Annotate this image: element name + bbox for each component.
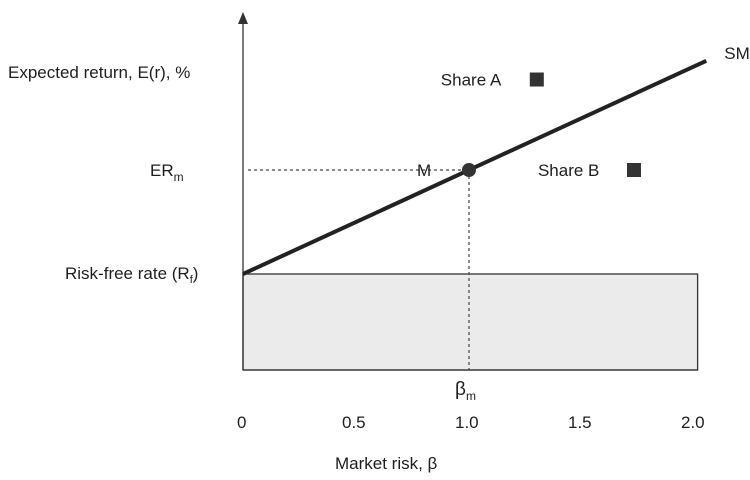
- x-tick-label: 2.0: [681, 413, 705, 432]
- risk-free-label-tail: ): [193, 264, 199, 283]
- market-portfolio-point: [462, 163, 476, 177]
- er-m-label: ERm: [150, 161, 184, 184]
- data-points: M Share A Share B: [417, 71, 641, 180]
- y-axis-label: Expected return, E(r), %: [8, 63, 190, 82]
- beta-m-label-sub: m: [466, 389, 476, 403]
- sml-label: SML: [724, 44, 750, 63]
- point-label: M: [417, 161, 431, 180]
- x-tick-label: 0.5: [342, 413, 366, 432]
- risk-free-label: Risk-free rate (Rf): [65, 264, 198, 286]
- x-tick-label: 0: [237, 413, 246, 432]
- er-m-label-sub: m: [174, 170, 184, 184]
- x-tick-label: 1.0: [455, 413, 479, 432]
- y-axis-arrow-icon: [238, 12, 248, 24]
- x-axis-label: Market risk, β: [335, 454, 438, 473]
- x-tick-labels: 0 0.5 1.0 1.5 2.0: [237, 413, 705, 432]
- risk-free-label-sub: f: [190, 274, 194, 286]
- risk-free-region: [242, 273, 699, 371]
- x-tick-label: 1.5: [568, 413, 592, 432]
- share-point: [529, 72, 544, 87]
- point-label: Share A: [441, 71, 502, 90]
- beta-m-label: βm: [455, 379, 476, 403]
- beta-m-label-text: β: [455, 379, 466, 400]
- share-point: [626, 163, 641, 177]
- point-label: Share B: [538, 161, 599, 180]
- er-m-label-text: ER: [150, 161, 174, 180]
- risk-free-label-text: Risk-free rate (R: [65, 264, 190, 283]
